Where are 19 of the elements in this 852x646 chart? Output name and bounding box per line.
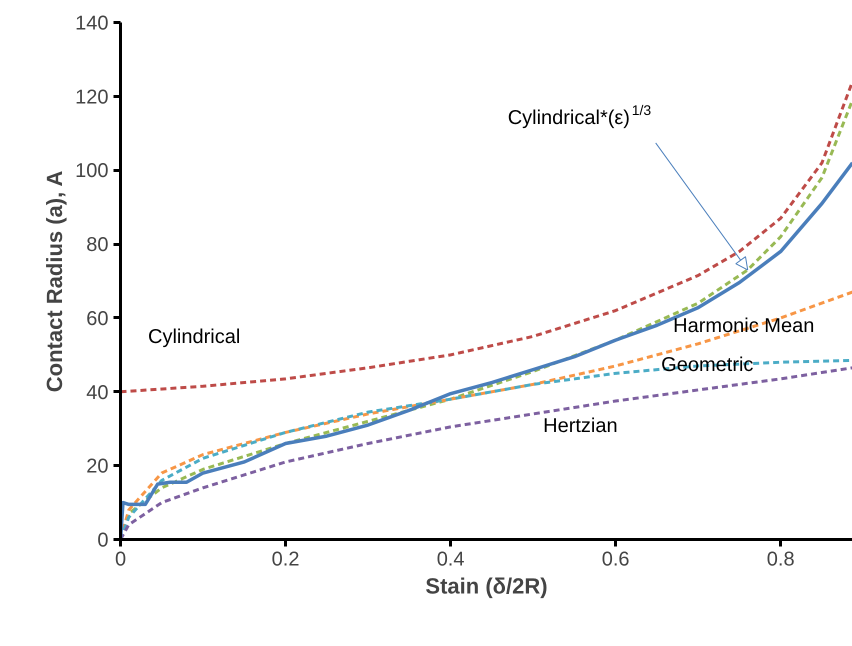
y-tick-label: 60 — [86, 308, 109, 330]
y-tick-label: 0 — [97, 530, 108, 552]
y-tick-label: 120 — [75, 86, 109, 108]
annotation: Geometric — [661, 354, 754, 376]
annotation: Harmonic Mean — [673, 314, 814, 337]
y-tick-label: 80 — [86, 234, 109, 256]
x-tick-label: 0.2 — [272, 548, 300, 570]
x-axis-title: Stain (δ/2R) — [425, 574, 548, 598]
y-tick-label: 100 — [75, 160, 109, 182]
annotation: Cylindrical — [148, 326, 240, 348]
x-tick-label: 0.6 — [602, 548, 630, 570]
y-tick-label: 140 — [75, 12, 109, 34]
annotation: Hertzian — [543, 414, 618, 437]
y-tick-label: 20 — [86, 456, 109, 478]
x-tick-label: 0.8 — [766, 548, 795, 570]
y-tick-label: 40 — [86, 382, 109, 404]
y-axis-title: Contact Radius (a), A — [42, 170, 68, 392]
x-tick-label: 0.4 — [436, 548, 465, 570]
x-tick-label: 0 — [114, 548, 126, 570]
